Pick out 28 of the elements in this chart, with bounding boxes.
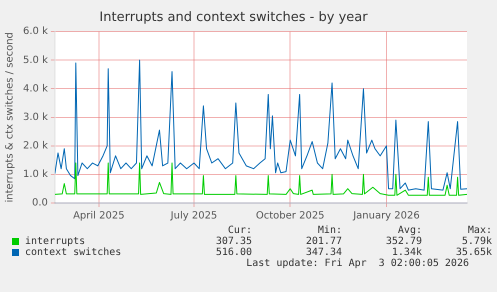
x-tick-label: April 2025 bbox=[73, 210, 125, 222]
y-tick-label: 4.0 k bbox=[23, 83, 48, 94]
text: 347.34 bbox=[304, 247, 342, 258]
text: 201.77 bbox=[304, 236, 342, 247]
text: 352.79 bbox=[384, 236, 422, 247]
x-tick-label: January 2026 bbox=[352, 210, 420, 222]
legend-label: interrupts bbox=[24, 236, 86, 247]
text: 35.65k bbox=[454, 247, 492, 258]
x-tick-label: July 2025 bbox=[170, 210, 218, 222]
text: Min: bbox=[316, 225, 342, 236]
y-tick-label: 2.0 k bbox=[23, 140, 48, 152]
text: 516.00 bbox=[214, 247, 252, 258]
y-tick-label: 0.0 bbox=[32, 198, 48, 209]
legend-label: context switches bbox=[24, 247, 122, 258]
text: 1.34k bbox=[390, 247, 422, 258]
y-tick-label: 6.0 k bbox=[23, 26, 48, 38]
text: Last update: Fri Apr 3 02:00:05 2026 bbox=[245, 258, 470, 269]
chart-title: Interrupts and context switches - by year bbox=[99, 10, 368, 26]
x-tick-label: October 2025 bbox=[256, 210, 325, 222]
y-axis-title: interrupts & ctx switches / second bbox=[4, 32, 16, 203]
text: 5.79k bbox=[460, 236, 492, 247]
text: Avg: bbox=[396, 225, 422, 236]
text: Cur: bbox=[226, 225, 252, 236]
y-tick-label: 3.0 k bbox=[23, 112, 48, 123]
y-tick-label: 1.0 k bbox=[23, 169, 48, 180]
text: Max: bbox=[466, 225, 492, 236]
y-tick-label: 5.0 k bbox=[23, 54, 48, 66]
text: 307.35 bbox=[214, 236, 252, 247]
